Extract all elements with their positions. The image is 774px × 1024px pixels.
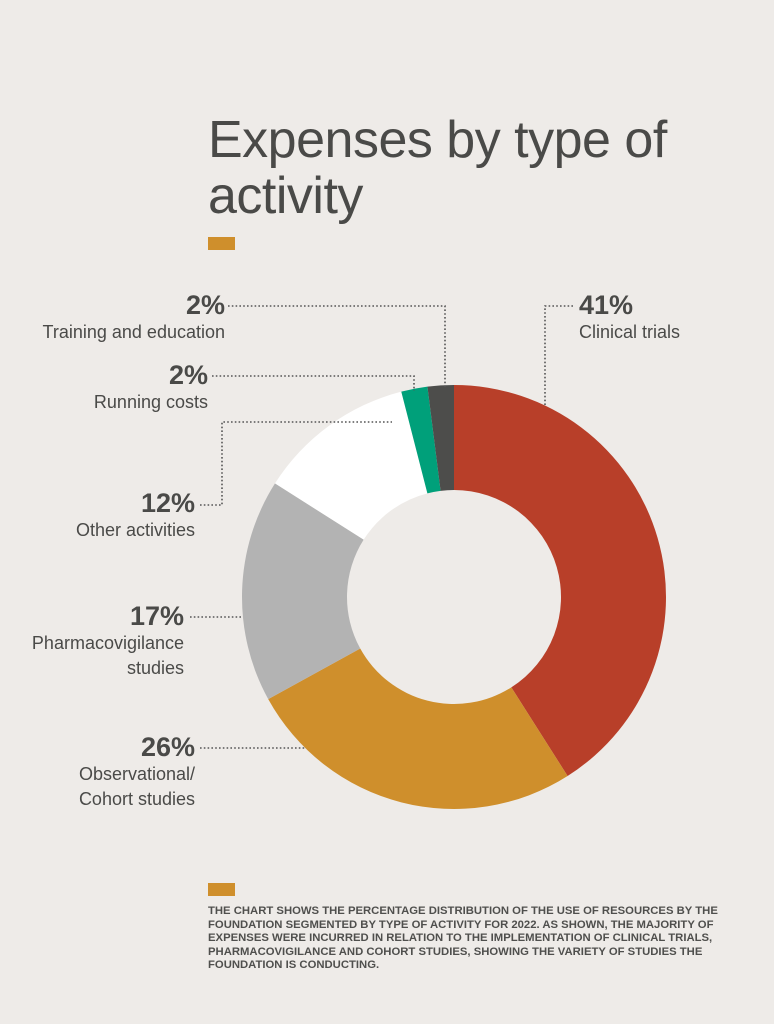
name-other: Other activities — [75, 520, 195, 540]
chart-title: Expenses by type of activity — [208, 111, 667, 225]
slice-other-activities — [275, 391, 428, 540]
pct-training: 2% — [185, 290, 225, 320]
name-observational: Observational/ Cohort studies — [78, 764, 195, 809]
label-training: 2% Training and education — [43, 290, 225, 345]
label-other: 12% Other activities — [76, 488, 195, 543]
label-pharmacovigilance: 17% Pharmacovigilance studies — [4, 601, 184, 681]
pct-pharmacovigilance: 17% — [129, 601, 184, 631]
slice-training-and-education — [427, 385, 454, 491]
name-running-costs: Running costs — [93, 392, 208, 412]
name-pharmacovigilance: Pharmacovigilance studies — [31, 633, 184, 678]
pct-clinical-trials: 41% — [579, 290, 634, 320]
label-running-costs: 2% Running costs — [94, 360, 208, 415]
label-clinical-trials: 41% Clinical trials — [579, 290, 680, 345]
slice-observational-cohort-studies — [268, 648, 568, 809]
name-clinical-trials: Clinical trials — [579, 322, 681, 342]
leader-line-other — [200, 421, 392, 506]
leader-line-clinical-trials — [544, 305, 573, 405]
caption-accent-bar — [208, 883, 235, 896]
pct-observational: 26% — [140, 732, 195, 762]
chart-caption: The chart shows the percentage distribut… — [208, 905, 718, 971]
leader-line-running-costs — [212, 375, 415, 391]
label-observational: 26% Observational/ Cohort studies — [55, 732, 195, 812]
name-training: Training and education — [42, 322, 225, 342]
slice-pharmacovigilance-studies — [242, 483, 364, 700]
title-accent-bar — [208, 237, 235, 250]
pct-running-costs: 2% — [168, 360, 208, 390]
pct-other: 12% — [140, 488, 195, 518]
slice-clinical-trials — [454, 385, 666, 776]
slice-running-costs — [401, 386, 441, 494]
leader-line-training — [228, 305, 446, 388]
